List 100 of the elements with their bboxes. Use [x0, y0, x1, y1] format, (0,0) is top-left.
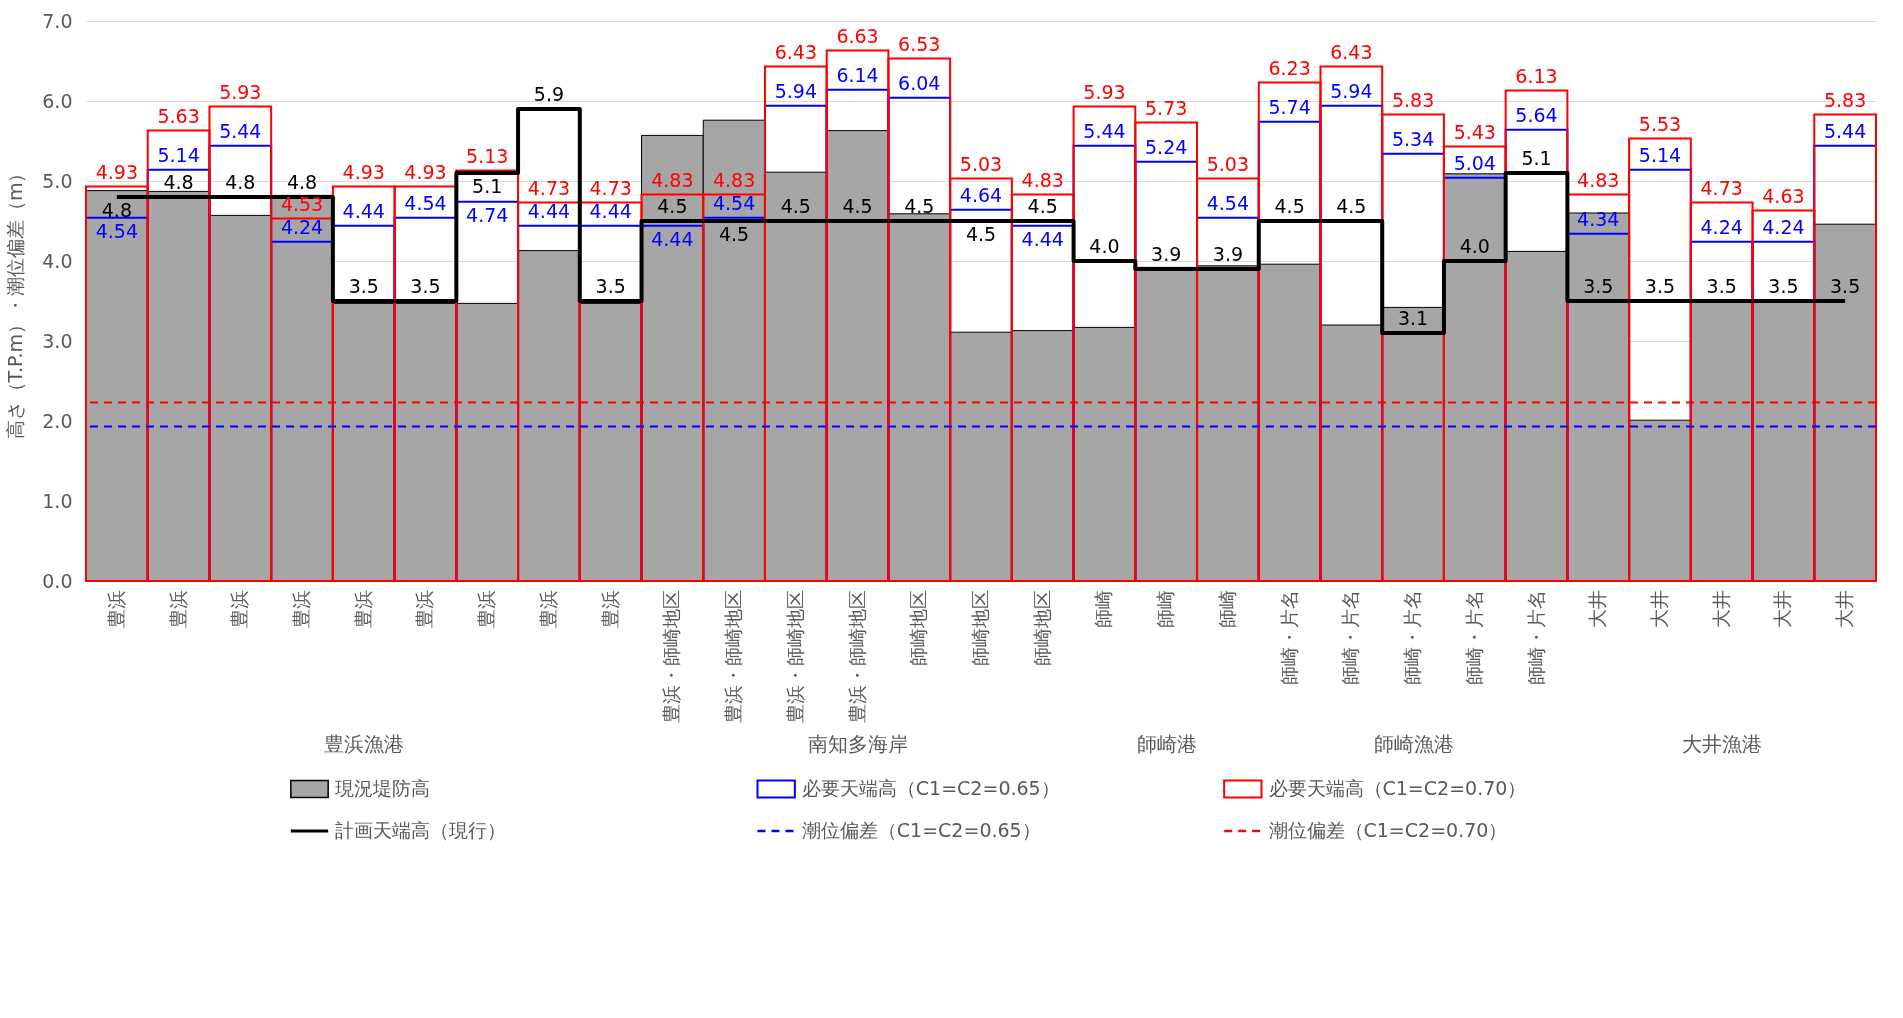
data-label: 5.44 — [219, 119, 262, 142]
data-label: 4.5 — [657, 195, 688, 217]
legend-label: 潮位偏差（C1=C2=0.70） — [1268, 819, 1508, 841]
x-tick-label: 豊浜 — [290, 589, 313, 628]
data-label: 5.14 — [157, 143, 200, 166]
legend-label: 必要天端高（C1=C2=0.70） — [1268, 777, 1527, 799]
data-label: 4.8 — [101, 199, 132, 221]
data-label: 5.64 — [1515, 103, 1558, 126]
data-label: 4.93 — [342, 160, 385, 183]
x-tick-label: 豊浜 — [475, 589, 498, 628]
data-label: 5.9 — [533, 83, 565, 105]
data-label: 5.43 — [1453, 120, 1496, 143]
legend-label: 潮位偏差（C1=C2=0.65） — [801, 819, 1041, 841]
y-tick-label: 4.0 — [42, 249, 73, 272]
x-tick-label: 大井 — [1647, 589, 1670, 628]
data-label: 4.54 — [404, 191, 447, 214]
data-label: 5.14 — [1638, 143, 1682, 166]
y-tick-label: 6.0 — [42, 89, 73, 112]
data-label: 4.8 — [225, 171, 256, 193]
data-label: 3.5 — [1706, 275, 1737, 297]
x-tick-label: 師崎 — [1215, 589, 1238, 628]
data-label: 5.1 — [472, 175, 503, 197]
data-label: 5.63 — [157, 104, 200, 127]
data-label: 5.1 — [1521, 147, 1552, 169]
x-tick-label: 豊浜 — [166, 589, 189, 628]
y-tick-label: 2.0 — [42, 409, 73, 432]
data-label: 3.5 — [410, 275, 441, 297]
x-tick-label: 師崎・片名 — [1339, 589, 1362, 685]
data-label: 3.5 — [1644, 275, 1676, 297]
data-label: 4.24 — [1700, 215, 1743, 238]
data-label: 5.44 — [1083, 119, 1126, 142]
text: 師崎漁港 — [1373, 732, 1454, 756]
data-label: 4.93 — [95, 160, 139, 183]
x-tick-label: 師崎地区 — [969, 589, 991, 666]
data-label: 5.74 — [1268, 95, 1311, 118]
x-tick-label: 豊浜 — [536, 589, 559, 628]
data-label: 4.54 — [95, 220, 139, 242]
data-label: 4.44 — [342, 199, 385, 222]
data-label: 4.44 — [527, 199, 571, 222]
data-label: 4.8 — [286, 171, 318, 193]
text: 師崎港 — [1136, 732, 1197, 756]
x-tick-label: 豊浜 — [228, 589, 251, 628]
x-tick-label: 豊浜 — [413, 589, 436, 628]
y-tick-label: 1.0 — [42, 489, 73, 512]
data-label: 4.54 — [712, 191, 756, 214]
text: 豊浜漁港 — [324, 732, 405, 756]
x-tick-label: 豊浜 — [104, 589, 127, 628]
data-label: 4.24 — [280, 215, 324, 238]
data-label: 5.34 — [1391, 127, 1435, 150]
data-label: 5.24 — [1145, 135, 1188, 158]
data-label: 6.43 — [1330, 40, 1373, 63]
x-tick-label: 豊浜・師崎地区 — [660, 589, 683, 723]
x-tick-label: 豊浜・師崎地区 — [845, 589, 868, 723]
bar — [208, 214, 272, 582]
data-label: 6.43 — [774, 40, 817, 63]
data-label: 4.44 — [1021, 227, 1064, 250]
x-tick-label: 師崎・片名 — [1277, 589, 1300, 685]
data-label: 4.74 — [466, 203, 509, 226]
x-tick-label: 大井 — [1709, 589, 1732, 628]
data-label: 3.5 — [1768, 275, 1799, 297]
x-tick-label: 豊浜・師崎地区 — [783, 589, 806, 723]
data-label: 6.63 — [836, 24, 879, 47]
data-label: 4.5 — [1336, 195, 1367, 217]
data-label: 5.93 — [219, 80, 262, 103]
data-label: 5.13 — [466, 144, 509, 167]
data-label: 4.24 — [1762, 215, 1805, 238]
legend-label: 計画天端高（現行） — [335, 819, 507, 841]
data-label: 5.03 — [1206, 152, 1250, 175]
data-label: 4.44 — [651, 227, 694, 250]
data-label: 4.83 — [1577, 168, 1620, 191]
data-label: 4.8 — [163, 171, 194, 193]
data-label: 5.94 — [1330, 79, 1373, 102]
legend-label: 必要天端高（C1=C2=0.65） — [801, 777, 1060, 799]
data-label: 5.73 — [1145, 96, 1188, 119]
x-tick-label: 師崎・片名 — [1462, 589, 1485, 685]
x-tick-label: 師崎地区 — [907, 589, 930, 666]
data-label: 5.83 — [1823, 88, 1867, 111]
data-label: 6.13 — [1515, 64, 1558, 87]
x-tick-label: 大井 — [1833, 589, 1856, 628]
x-tick-label: 大井 — [1586, 589, 1609, 628]
x-tick-label: 大井 — [1771, 589, 1794, 628]
y-tick-label: 3.0 — [42, 329, 73, 352]
data-label: 3.5 — [348, 275, 379, 297]
x-tick-label: 師崎 — [1092, 589, 1115, 628]
data-label: 4.0 — [1459, 235, 1490, 257]
data-label: 6.23 — [1268, 56, 1311, 79]
bar — [1628, 419, 1692, 582]
data-label: 4.53 — [280, 192, 324, 215]
data-label: 4.5 — [780, 195, 811, 217]
data-label: 6.04 — [898, 71, 941, 94]
data-label: 6.14 — [836, 63, 879, 86]
data-label: 3.1 — [1397, 307, 1429, 329]
data-label: 4.34 — [1577, 207, 1620, 230]
data-label: 5.03 — [959, 152, 1003, 175]
data-label: 5.94 — [774, 79, 817, 102]
x-tick-label: 師崎・片名 — [1401, 589, 1424, 685]
data-label: 5.53 — [1638, 112, 1682, 135]
data-label: 3.5 — [595, 275, 626, 297]
x-tick-label: 豊浜 — [598, 589, 621, 628]
bar — [949, 331, 1013, 582]
